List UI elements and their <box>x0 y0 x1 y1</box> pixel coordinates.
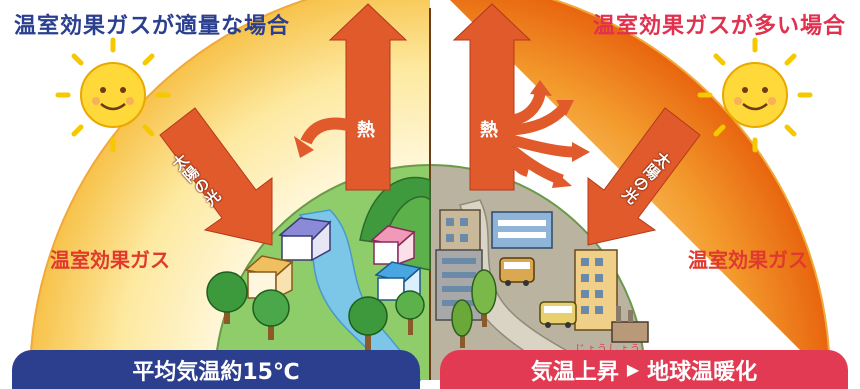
tree-icon <box>471 269 497 327</box>
greenhouse-gas-label-left: 温室効果ガス <box>50 248 170 272</box>
sunlight-arrow-left <box>159 107 273 246</box>
factory-icon <box>611 306 649 343</box>
temperature-rise-text: 気温上昇 <box>530 359 619 385</box>
heat-label-right: 熱 <box>480 120 498 141</box>
building-icon <box>574 249 618 331</box>
building-icon <box>491 211 553 249</box>
title-right: 温室効果ガスが多い場合 <box>592 14 846 39</box>
play-arrow-icon: ▶ <box>626 360 640 379</box>
bus-icon <box>499 257 535 286</box>
house-icon <box>370 225 416 266</box>
heat-arrow-right <box>452 3 590 191</box>
tree-icon <box>348 296 388 350</box>
tree-icon <box>206 271 248 324</box>
sun-icon <box>55 37 171 153</box>
house-icon <box>374 261 422 302</box>
bottom-bar-right: 気温上昇 ▶ 地球温暖化 <box>440 350 848 389</box>
global-warming-text: 地球温暖化 <box>647 359 758 385</box>
sunlight-arrow-right <box>587 107 701 246</box>
ruby-reading: じょうしょう <box>575 340 641 355</box>
house-icon <box>278 217 332 262</box>
average-temperature-text: 平均気温約15℃ <box>132 359 300 385</box>
tree-icon <box>252 289 290 340</box>
bus-icon <box>539 301 577 328</box>
heat-arrow-left <box>294 3 408 191</box>
sun-icon <box>697 37 813 153</box>
title-left: 温室効果ガスが適量な場合 <box>14 14 291 39</box>
tree-icon <box>395 290 425 335</box>
heat-label-left: 熱 <box>357 120 375 141</box>
tree-icon <box>451 299 473 348</box>
greenhouse-gas-label-right: 温室効果ガス <box>688 248 808 272</box>
bottom-bar-left: 平均気温約15℃ <box>12 350 420 389</box>
